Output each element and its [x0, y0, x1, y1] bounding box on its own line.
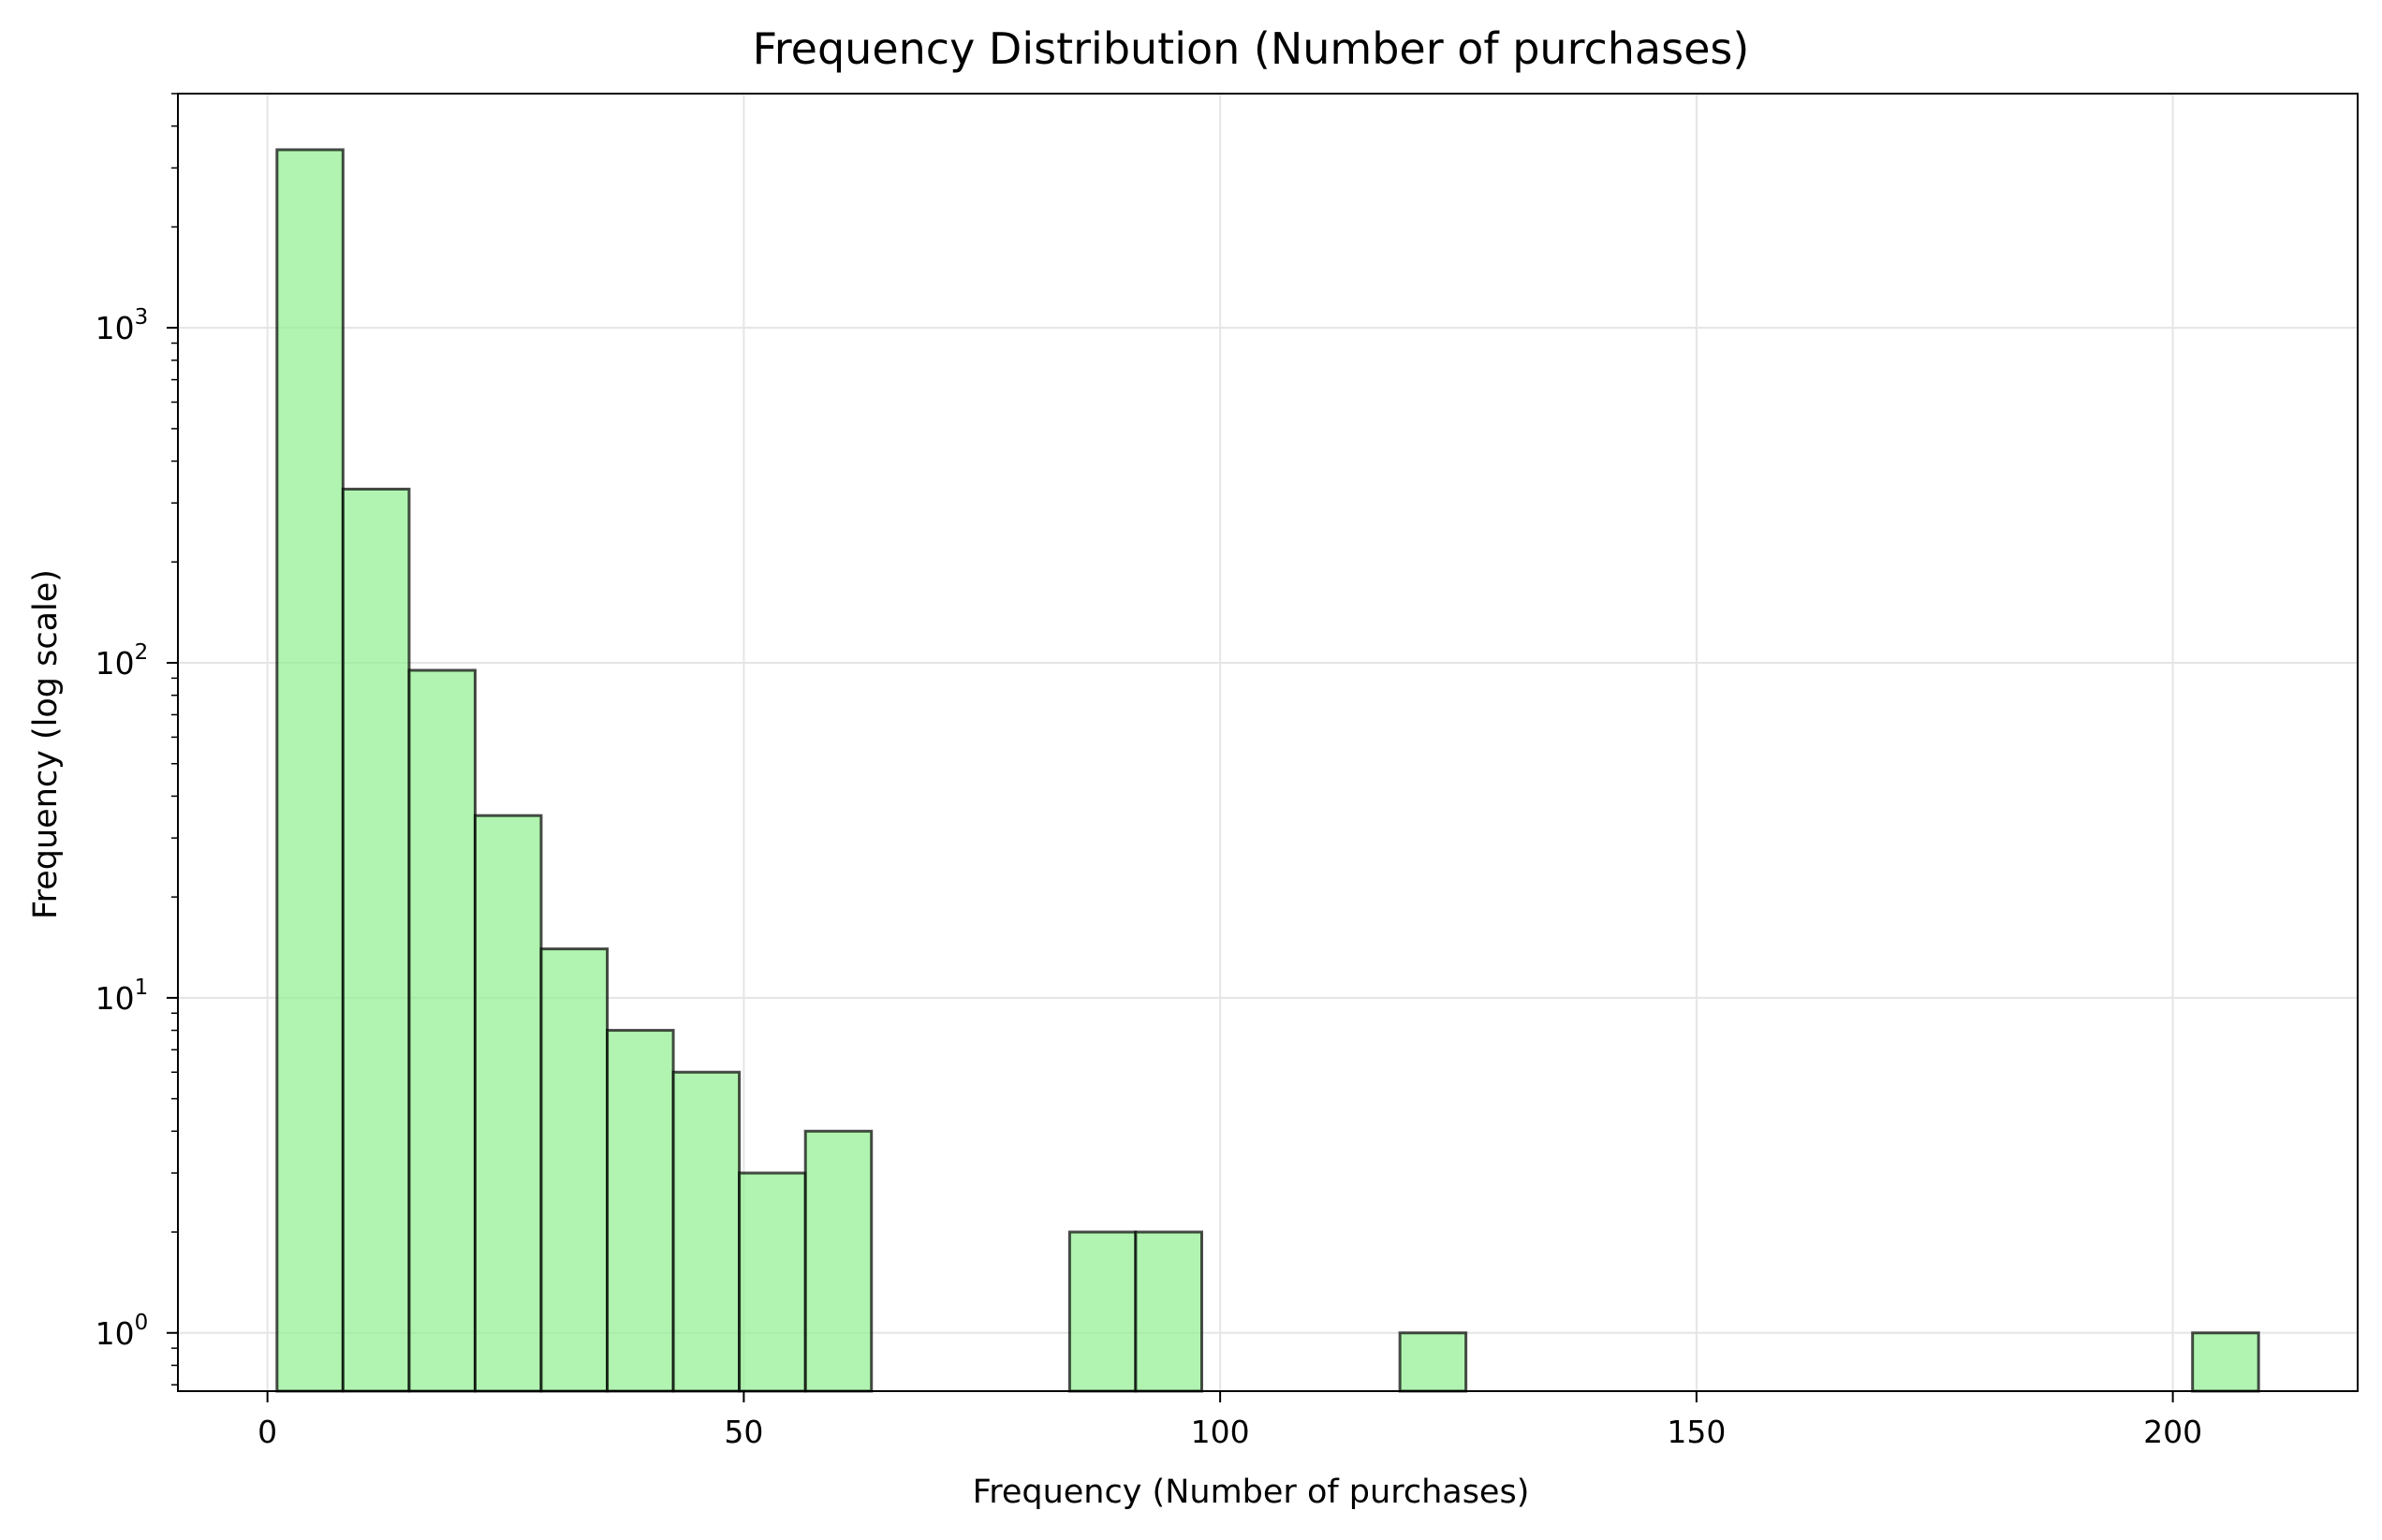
histogram-bar [803, 1129, 874, 1393]
x-tick-label: 0 [257, 1414, 277, 1450]
y-axis-label: Frequency (log scale) [27, 569, 65, 919]
histogram-bar [539, 947, 610, 1393]
histogram-bar [1067, 1230, 1138, 1393]
x-tick-label: 150 [1667, 1414, 1726, 1450]
x-tick-label: 100 [1191, 1414, 1250, 1450]
x-tick-label: 200 [2143, 1414, 2202, 1450]
chart-title: Frequency Distribution (Number of purcha… [753, 23, 1750, 74]
histogram-bar [606, 1029, 675, 1393]
histogram-bar [738, 1171, 807, 1393]
plot-area-frame [177, 93, 2359, 1392]
histogram-bar [671, 1070, 742, 1393]
x-axis-label: Frequency (Number of purchases) [973, 1474, 1530, 1511]
histogram-bar [2191, 1331, 2260, 1393]
histogram-bar [473, 814, 543, 1393]
y-tick-label: 103 [96, 305, 149, 346]
grid-lines [178, 94, 2358, 1391]
histogram-bar [275, 148, 345, 1393]
histogram-bar [341, 487, 411, 1393]
histogram-bar [1134, 1230, 1203, 1393]
histogram-bar [407, 668, 477, 1393]
x-tick-label: 50 [724, 1414, 763, 1450]
histogram-bar [1398, 1331, 1468, 1393]
histogram-bars [275, 148, 2260, 1393]
